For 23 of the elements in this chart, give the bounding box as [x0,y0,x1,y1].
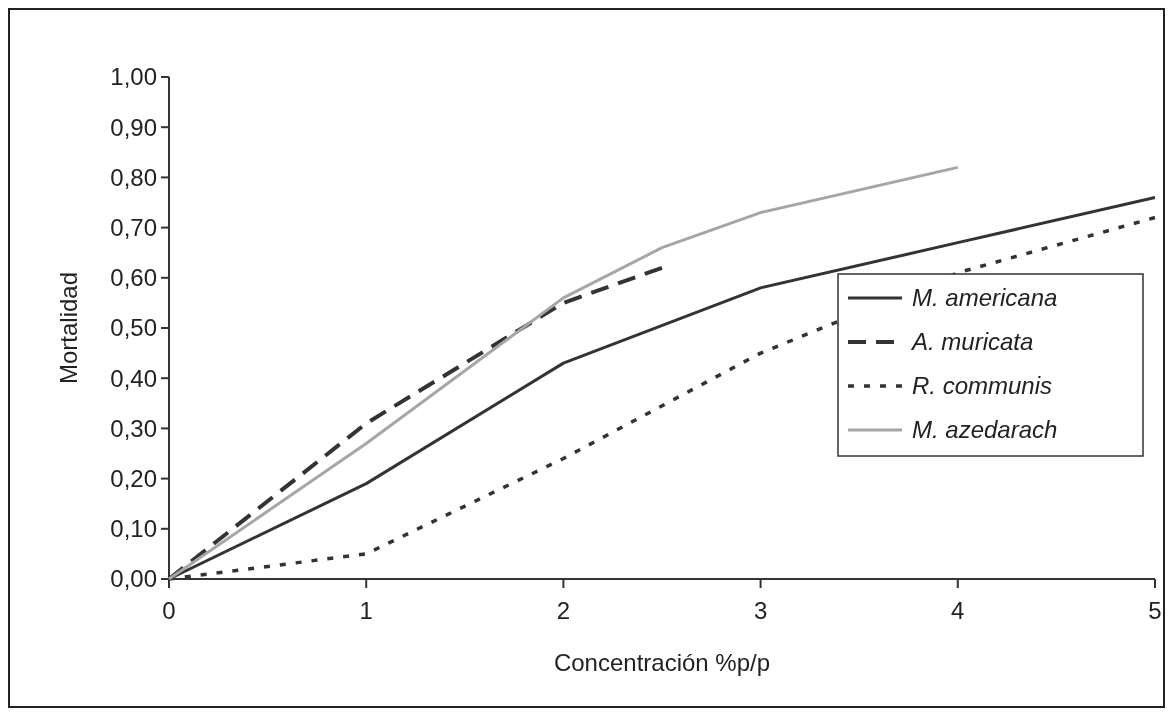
y-tick-label: 0,90 [110,113,157,141]
x-tick-label: 4 [951,597,965,624]
y-tick-label: 0,50 [110,314,157,342]
x-tick-label: 0 [162,597,176,624]
y-tick-label: 0,10 [110,515,157,543]
x-axis-title: Concentración %p/p [553,649,771,676]
y-tick-label: 0,20 [110,465,157,492]
legend-label: R. communis [912,372,1053,400]
y-tick-label: 1,00 [110,63,157,91]
legend-label: M. azedarach [912,416,1058,444]
x-tick-label: 3 [753,597,768,624]
x-tick-label: 1 [359,597,373,624]
y-tick-label: 0,80 [110,163,157,191]
y-tick-label: 0,70 [110,214,157,241]
y-axis-title: Mortalidad [55,271,82,385]
legend-label: M. americana [912,284,1058,312]
x-tick-label: 5 [1148,597,1162,624]
y-tick-label: 0,60 [110,264,157,292]
y-tick-label: 0,00 [110,565,157,593]
y-tick-label: 0,40 [110,364,157,392]
x-tick-label: 2 [556,597,571,624]
y-tick-label: 0,30 [110,414,157,442]
legend-label: A. muricata [910,328,1034,356]
